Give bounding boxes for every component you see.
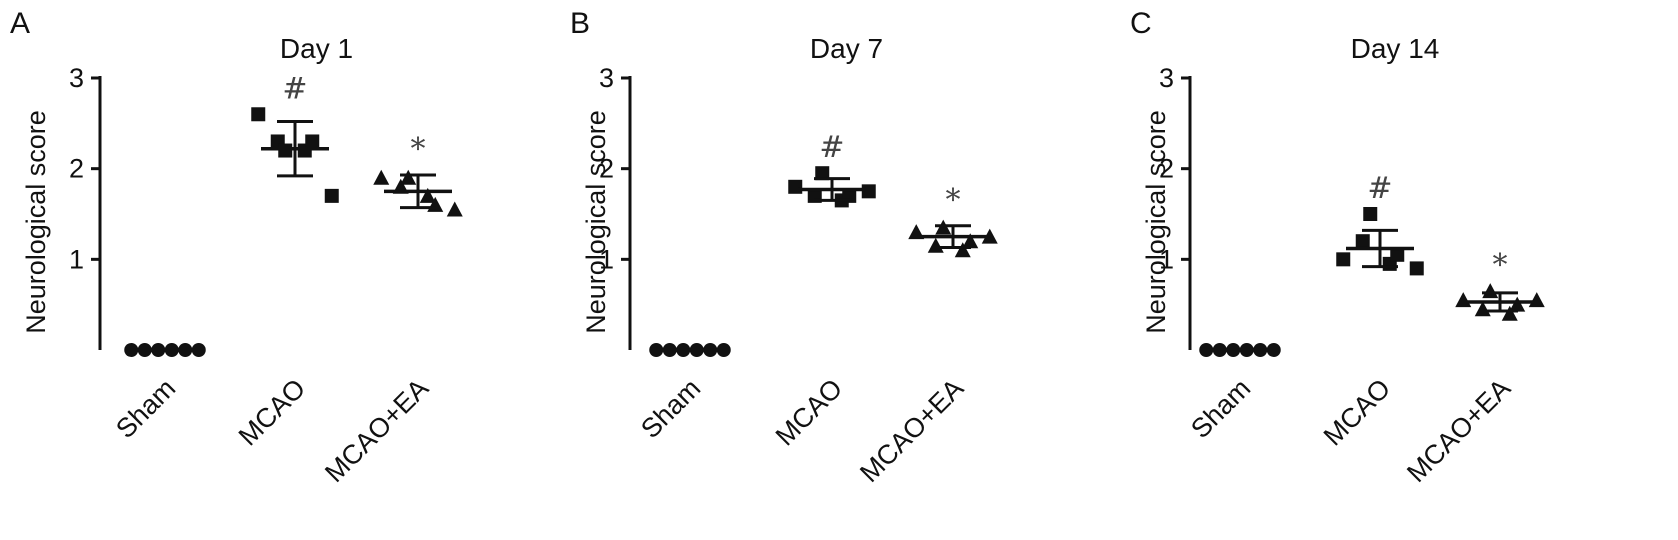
data-point-circle bbox=[124, 343, 139, 357]
data-point-circle bbox=[1239, 343, 1254, 357]
data-point-triangle bbox=[373, 169, 390, 185]
data-point-circle bbox=[1199, 343, 1214, 357]
data-point-square bbox=[1409, 261, 1424, 276]
data-point-circle bbox=[689, 343, 704, 357]
y-tick-label: 1 bbox=[599, 244, 614, 274]
data-point-circle bbox=[137, 343, 152, 357]
data-point-circle bbox=[1266, 343, 1281, 357]
x-category-label: MCAO bbox=[770, 373, 848, 451]
data-point-square bbox=[815, 166, 830, 181]
x-category-label: Sham bbox=[110, 373, 181, 444]
data-point-square bbox=[788, 179, 803, 194]
y-tick-label: 3 bbox=[599, 63, 614, 93]
chart-title: Day 14 bbox=[1351, 33, 1440, 64]
data-point-triangle bbox=[446, 201, 463, 217]
y-tick-label: 3 bbox=[1159, 63, 1174, 93]
data-point-triangle bbox=[400, 169, 417, 185]
data-point-square bbox=[278, 143, 293, 158]
panel-label: B bbox=[570, 7, 590, 40]
x-category-label: MCAO bbox=[1318, 373, 1396, 451]
data-point-triangle bbox=[962, 233, 979, 249]
x-category-label: MCAO+EA bbox=[854, 373, 969, 488]
data-point-circle bbox=[1212, 343, 1227, 357]
y-tick-label: 2 bbox=[69, 154, 84, 184]
x-category-label: Sham bbox=[635, 373, 706, 444]
significance-marker: # bbox=[282, 71, 307, 106]
y-tick-label: 3 bbox=[69, 63, 84, 93]
data-point-triangle bbox=[1482, 283, 1499, 299]
data-point-circle bbox=[1226, 343, 1241, 357]
significance-marker: * bbox=[411, 132, 426, 167]
data-point-triangle bbox=[954, 242, 971, 258]
panel-a: A Day 1 Neurological score 1 2 3 Sham # MCAO * MCA… bbox=[10, 7, 463, 488]
data-point-square bbox=[251, 107, 266, 122]
data-point-triangle bbox=[981, 228, 998, 244]
panel-label: A bbox=[10, 7, 30, 40]
data-point-square bbox=[305, 134, 320, 149]
data-point-circle bbox=[1253, 343, 1268, 357]
x-category-label: MCAO+EA bbox=[319, 373, 434, 488]
data-point-triangle bbox=[1509, 296, 1526, 312]
y-axis-label: Neurological score bbox=[21, 110, 51, 334]
chart-title: Day 7 bbox=[810, 33, 883, 64]
data-point-triangle bbox=[419, 187, 436, 203]
y-axis-label: Neurological score bbox=[1141, 110, 1171, 334]
x-category-label: MCAO bbox=[233, 373, 311, 451]
data-point-circle bbox=[662, 343, 677, 357]
data-point-circle bbox=[676, 343, 691, 357]
data-point-triangle bbox=[1528, 292, 1545, 308]
data-point-square bbox=[861, 184, 876, 199]
x-category-label: Sham bbox=[1185, 373, 1256, 444]
y-tick-label: 2 bbox=[599, 154, 614, 184]
data-point-circle bbox=[703, 343, 718, 357]
data-point-square bbox=[1363, 207, 1378, 221]
data-point-circle bbox=[178, 343, 193, 357]
data-point-triangle bbox=[1501, 305, 1518, 321]
x-category-label: MCAO+EA bbox=[1401, 373, 1516, 488]
y-tick-label: 2 bbox=[1159, 154, 1174, 184]
data-point-circle bbox=[151, 343, 166, 357]
data-point-square bbox=[1390, 247, 1405, 262]
y-tick-label: 1 bbox=[69, 244, 84, 274]
data-point-square bbox=[1355, 234, 1370, 249]
significance-marker: * bbox=[1493, 248, 1508, 283]
data-point-circle bbox=[649, 343, 664, 357]
data-point-square bbox=[324, 188, 339, 203]
data-point-circle bbox=[191, 343, 206, 357]
significance-marker: * bbox=[946, 183, 961, 218]
y-tick-label: 1 bbox=[1159, 244, 1174, 274]
data-point-triangle bbox=[927, 237, 944, 253]
data-point-circle bbox=[164, 343, 179, 357]
chart-title: Day 1 bbox=[280, 33, 353, 64]
data-point-circle bbox=[716, 343, 731, 357]
data-point-square bbox=[1336, 252, 1351, 267]
significance-marker: # bbox=[819, 130, 844, 165]
significance-marker: # bbox=[1367, 171, 1392, 206]
data-point-triangle bbox=[1455, 292, 1472, 308]
panel-label: C bbox=[1130, 7, 1152, 40]
y-axis-label: Neurological score bbox=[581, 110, 611, 334]
